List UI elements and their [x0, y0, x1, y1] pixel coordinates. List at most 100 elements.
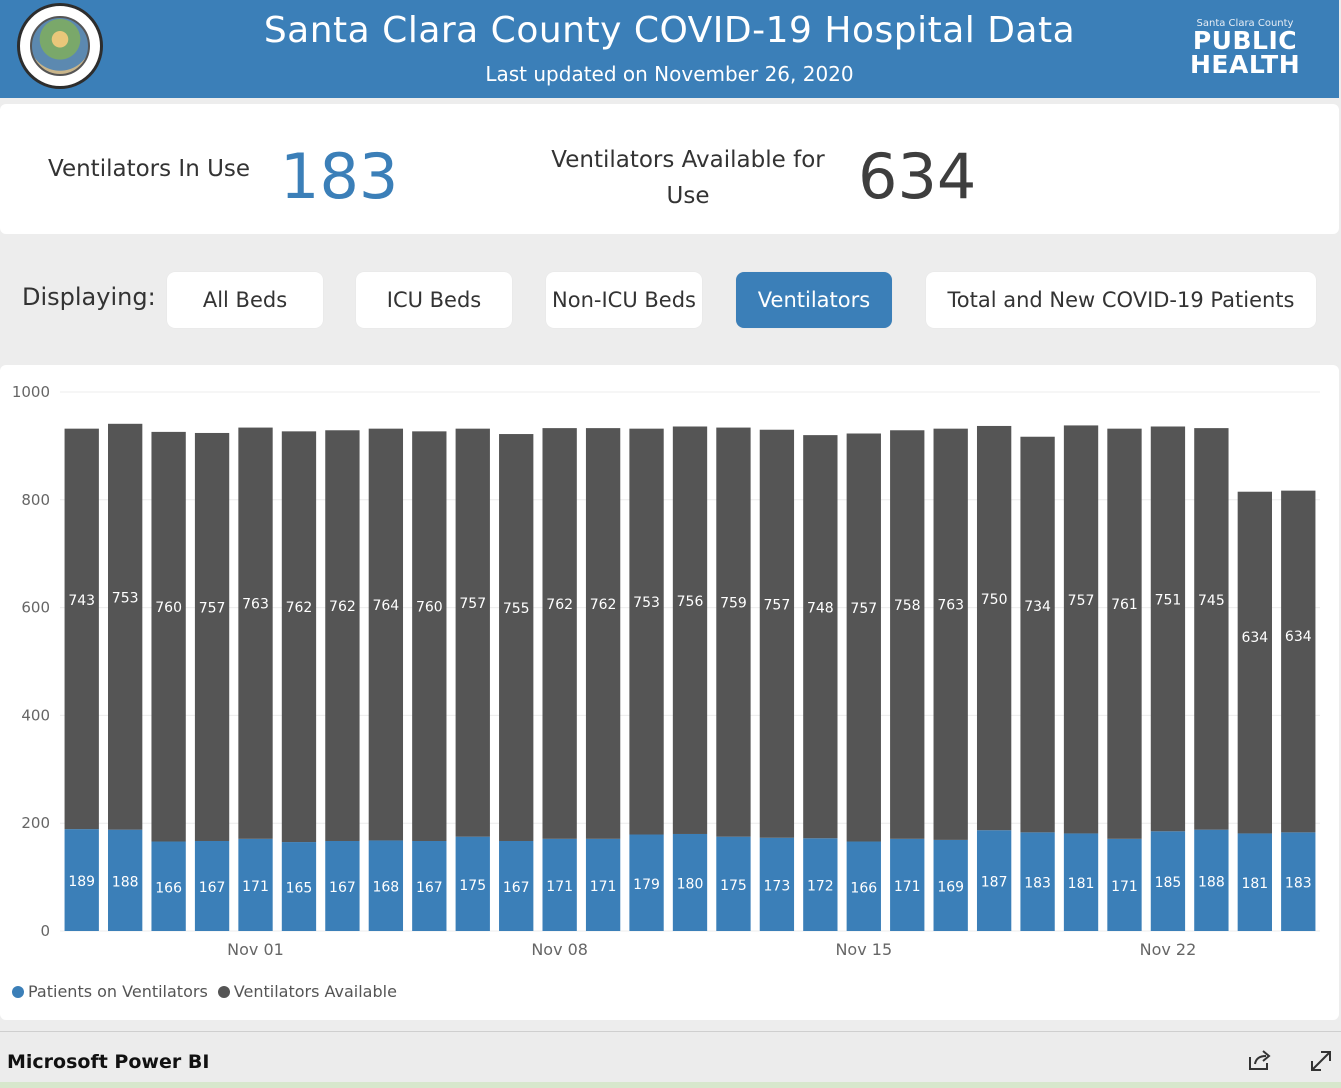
legend-dot-available [217, 985, 230, 998]
total-new-patients-button[interactable]: Total and New COVID-19 Patients [926, 272, 1316, 328]
bar-patients[interactable] [890, 838, 925, 931]
bar-patients[interactable] [585, 838, 621, 931]
data-label-patients: 171 [242, 879, 269, 895]
bar-available[interactable] [1194, 428, 1229, 830]
bar-patients[interactable] [1020, 832, 1055, 931]
data-label-patients: 171 [590, 879, 617, 895]
county-seal-logo [17, 3, 103, 89]
ventilators-button[interactable]: Ventilators [736, 272, 892, 328]
bar-patients[interactable] [1194, 829, 1229, 931]
bar-patients[interactable] [1063, 833, 1099, 931]
ventilator-stacked-bar-chart: 0 200 400 600 800 1000 189 743 188 753 166 760 167 75… [12, 383, 1320, 959]
data-label-patients: 187 [981, 875, 1008, 891]
ventilators-available-value: 634 [858, 140, 977, 213]
bar-patients[interactable] [325, 840, 360, 931]
legend-item-available[interactable]: Ventilators Available [217, 982, 397, 1001]
data-label-available: 757 [850, 601, 877, 617]
data-label-patients: 165 [286, 881, 313, 897]
bar-available[interactable] [1237, 491, 1272, 834]
bar-patients[interactable] [629, 834, 664, 931]
bar-patients[interactable] [64, 829, 99, 931]
bar-available[interactable] [412, 431, 447, 841]
bar-patients[interactable] [238, 838, 273, 931]
all-beds-button[interactable]: All Beds [167, 272, 323, 328]
bar-available[interactable] [194, 432, 230, 841]
bar-available[interactable] [803, 435, 838, 839]
non-icu-beds-button[interactable]: Non-ICU Beds [546, 272, 702, 328]
data-label-available: 734 [1024, 599, 1051, 615]
bar-available[interactable] [672, 426, 708, 834]
expand-icon[interactable] [1308, 1048, 1334, 1074]
data-label-available: 743 [68, 593, 95, 609]
bar-available[interactable] [281, 431, 317, 843]
bar-available[interactable] [108, 423, 143, 830]
bar-available[interactable] [759, 429, 795, 838]
bar-available[interactable] [585, 428, 621, 839]
bar-patients[interactable] [194, 840, 230, 931]
bar-patients[interactable] [108, 829, 143, 931]
bar-available[interactable] [846, 433, 881, 842]
bar-patients[interactable] [933, 839, 968, 931]
share-icon[interactable] [1247, 1048, 1273, 1072]
bar-patients[interactable] [455, 836, 490, 931]
data-label-available: 748 [807, 601, 834, 617]
ventilators-in-use-label: Ventilators In Use [48, 156, 251, 182]
data-label-available: 755 [503, 601, 530, 617]
bar-patients[interactable] [1281, 832, 1316, 931]
bar-patients[interactable] [672, 833, 708, 931]
x-tick-label: Nov 08 [531, 940, 588, 959]
bar-patients[interactable] [1237, 833, 1272, 931]
data-label-patients: 183 [1024, 876, 1051, 892]
bar-available[interactable] [151, 431, 186, 842]
bar-available[interactable] [1150, 426, 1186, 832]
y-tick-label: 400 [21, 706, 50, 724]
powerbi-footer: Microsoft Power BI [0, 1032, 1341, 1082]
bar-available[interactable] [499, 434, 534, 841]
report-header: Santa Clara County COVID-19 Hospital Dat… [0, 0, 1339, 98]
data-label-available: 760 [416, 600, 443, 616]
bar-patients[interactable] [846, 841, 881, 931]
bar-available[interactable] [629, 428, 664, 835]
bar-available[interactable] [238, 427, 273, 839]
bar-patients[interactable] [151, 841, 186, 931]
bar-available[interactable] [455, 428, 490, 837]
bar-available[interactable] [1020, 436, 1055, 833]
chart-legend: Patients on Ventilators Ventilators Avai… [12, 982, 407, 1001]
bar-patients[interactable] [542, 838, 577, 931]
data-label-available: 763 [242, 597, 269, 613]
x-tick-label: Nov 15 [835, 940, 892, 959]
legend-item-patients[interactable]: Patients on Ventilators [12, 982, 208, 1001]
bar-patients[interactable] [803, 838, 838, 931]
data-label-available: 751 [1155, 593, 1182, 609]
bar-patients[interactable] [281, 842, 317, 931]
bar-available[interactable] [1107, 428, 1142, 839]
bar-patients[interactable] [1107, 838, 1142, 931]
bar-available[interactable] [716, 427, 751, 837]
bar-patients[interactable] [976, 830, 1012, 931]
bar-available[interactable] [933, 428, 968, 840]
data-label-patients: 166 [155, 880, 182, 896]
bar-available[interactable] [542, 428, 577, 839]
bar-patients[interactable] [412, 840, 447, 931]
bar-available[interactable] [368, 428, 404, 841]
bar-available[interactable] [325, 430, 360, 841]
bar-available[interactable] [890, 430, 925, 839]
bar-patients[interactable] [499, 840, 534, 931]
bar-available[interactable] [1063, 425, 1099, 834]
bar-patients[interactable] [716, 836, 751, 931]
icu-beds-button[interactable]: ICU Beds [356, 272, 512, 328]
bar-patients[interactable] [1150, 831, 1186, 931]
last-updated-text: Last updated on November 26, 2020 [485, 62, 854, 86]
bar-available[interactable] [976, 425, 1012, 831]
x-tick-label: Nov 22 [1140, 940, 1197, 959]
bottom-strip [0, 1082, 1341, 1088]
bar-patients[interactable] [759, 837, 795, 931]
bar-available[interactable] [1281, 490, 1316, 833]
powerbi-brand[interactable]: Microsoft Power BI [7, 1051, 210, 1073]
data-label-patients: 181 [1241, 876, 1268, 892]
bar-patients[interactable] [368, 840, 404, 931]
data-label-patients: 180 [677, 876, 704, 892]
data-label-available: 753 [633, 595, 660, 611]
data-label-patients: 175 [459, 878, 486, 894]
bar-available[interactable] [64, 428, 99, 830]
